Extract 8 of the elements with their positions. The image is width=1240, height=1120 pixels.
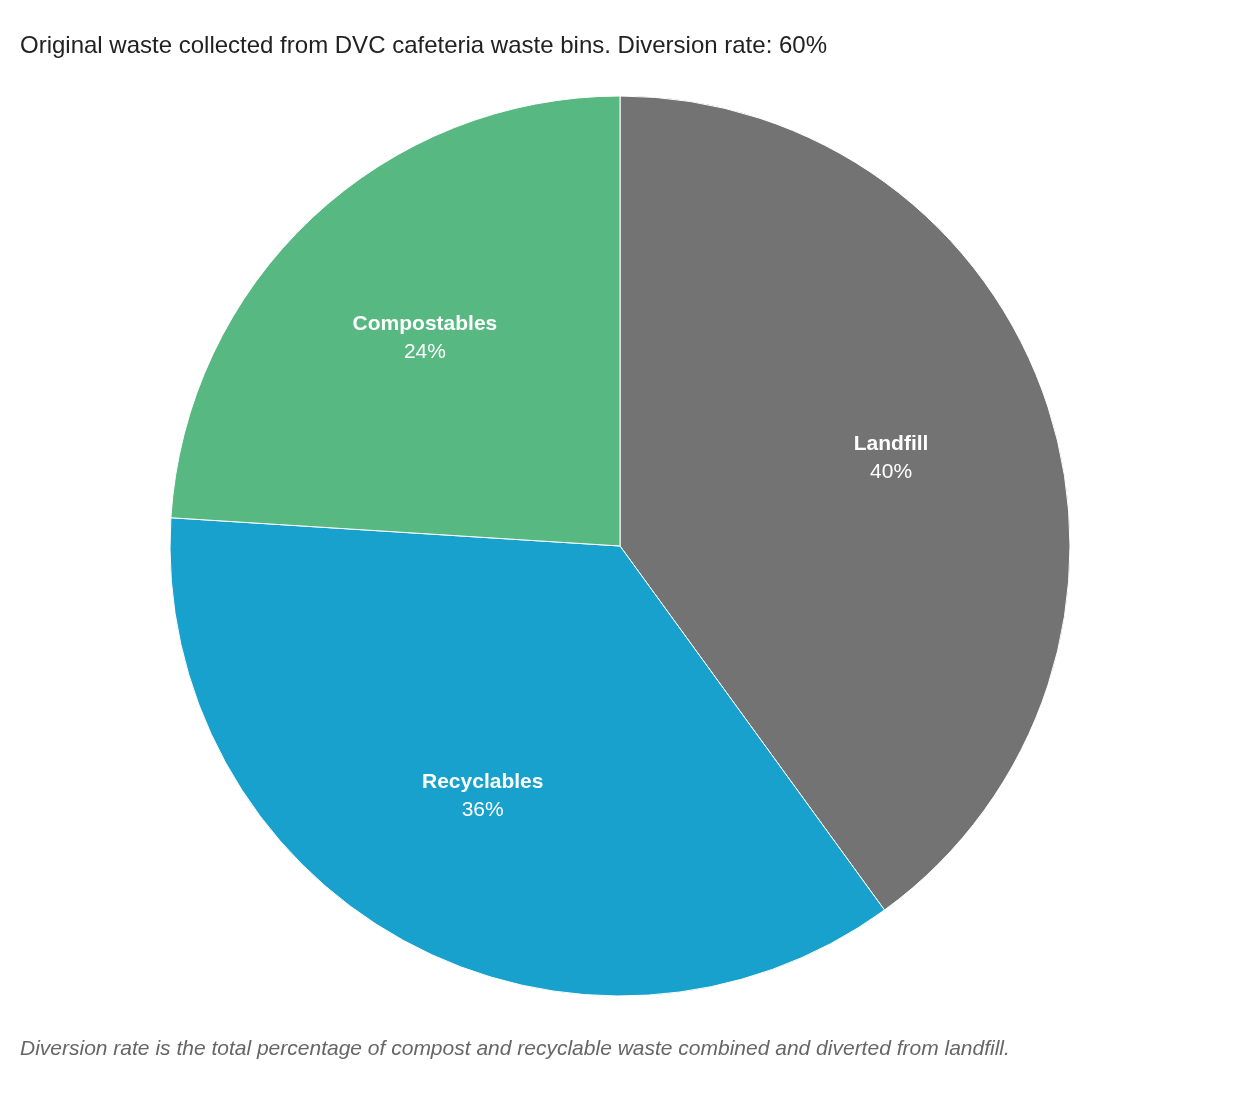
slice-label: Recyclables (421, 768, 544, 792)
text: Diversion rate is the total percentage of compost and recyclable waste combined and diverted from landfill. (20, 1036, 1010, 1060)
slice-label: Compostables (352, 311, 498, 335)
slice-label: Landfill (853, 430, 929, 454)
data-label: 36% (461, 796, 504, 820)
chart-title: Original waste collected from DVC cafeteria waste bins. Diversion rate: 60% (20, 31, 827, 58)
data-label: 40% (870, 458, 913, 482)
data-label: 24% (403, 339, 446, 363)
